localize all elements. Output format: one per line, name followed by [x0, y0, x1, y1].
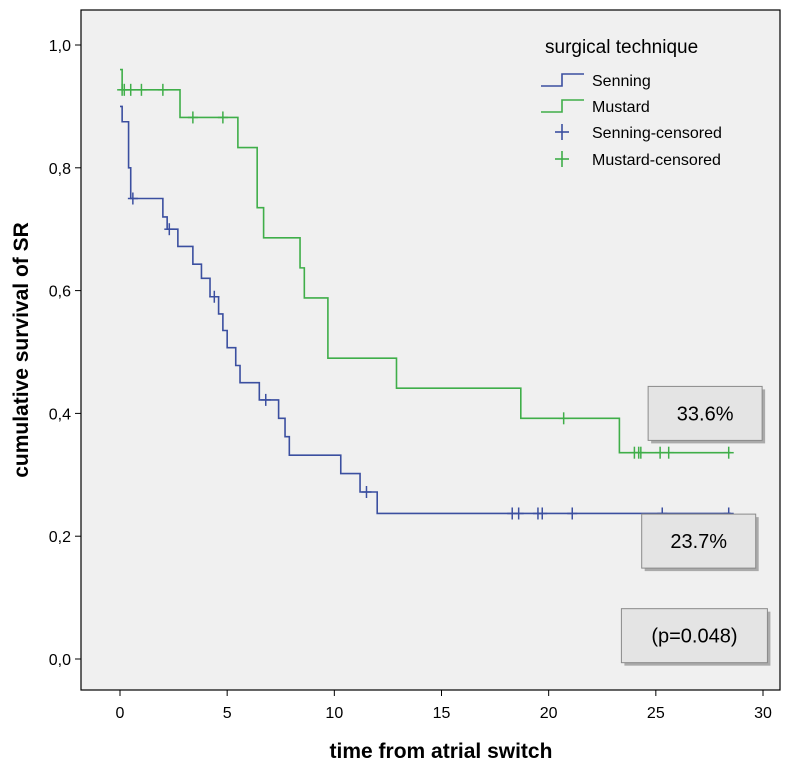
- annotation-box: 23.7%: [641, 513, 759, 572]
- annotation-text: 23.7%: [670, 531, 727, 553]
- annotation-frame: [620, 608, 768, 664]
- x-tick-label: 0: [116, 705, 125, 722]
- legend-label: Mustard-censored: [592, 152, 721, 169]
- y-tick-label: 0,2: [49, 529, 71, 546]
- annotation-frame: [647, 385, 763, 441]
- ticks-layer: 0 5 10 15 20 25 30 0,0 0,2 0,4 0,6 0,8 1,0: [49, 38, 772, 722]
- annotation-frame: [641, 513, 757, 569]
- annotation-text: (p=0.048): [651, 626, 737, 648]
- legend-label: Senning: [592, 73, 651, 90]
- y-tick-label: 0,6: [49, 284, 71, 301]
- censor-mark-senning: [260, 393, 271, 406]
- censor-mark-mustard: [723, 446, 734, 459]
- censor-mark-mustard: [635, 446, 646, 459]
- censor-mark-senning: [164, 223, 175, 236]
- series-layer: [117, 68, 734, 520]
- legend-label: Mustard: [592, 99, 650, 116]
- series-line-senning: [120, 105, 731, 515]
- annotation-text: 33.6%: [677, 403, 734, 425]
- x-tick-label: 10: [325, 705, 343, 722]
- censor-mark-senning: [361, 485, 372, 498]
- annotation-box: (p=0.048): [620, 608, 771, 666]
- y-tick-label: 0,4: [49, 406, 71, 423]
- legend-swatch-line: [541, 73, 584, 87]
- annotation-layer: 33.6% 23.7% (p=0.048): [620, 385, 771, 666]
- x-tick-label: 15: [433, 705, 451, 722]
- y-tick-label: 0,8: [49, 161, 71, 178]
- censor-mark-senning: [567, 507, 578, 520]
- x-tick-label: 30: [754, 705, 772, 722]
- y-axis-title: cumulative survival of SR: [10, 222, 33, 478]
- censor-mark-mustard: [187, 111, 198, 124]
- censor-mark-senning: [537, 507, 548, 520]
- censor-mark-mustard: [558, 412, 569, 425]
- legend: surgical technique Senning Mustard Senning-…: [541, 37, 722, 169]
- x-tick-label: 20: [540, 705, 558, 722]
- x-axis-title: time from atrial switch: [330, 740, 553, 763]
- legend-label: Senning-censored: [592, 125, 722, 142]
- censor-mark-mustard: [125, 83, 136, 96]
- censor-mark-mustard: [217, 111, 228, 124]
- series-line-mustard: [120, 68, 731, 454]
- censor-mark-mustard: [136, 83, 147, 96]
- censor-mark-senning: [209, 290, 220, 303]
- censor-mark-senning: [127, 192, 138, 205]
- x-tick-label: 25: [647, 705, 665, 722]
- y-tick-label: 1,0: [49, 38, 71, 55]
- plot-area: [80, 9, 781, 691]
- censor-mark-mustard: [655, 446, 666, 459]
- legend-title: surgical technique: [545, 37, 698, 58]
- x-tick-label: 5: [223, 705, 232, 722]
- censor-mark-mustard: [157, 83, 168, 96]
- legend-swatch-line: [541, 99, 584, 113]
- annotation-box: 33.6%: [647, 385, 766, 444]
- censor-mark-mustard: [663, 446, 674, 459]
- censor-mark-senning: [513, 507, 524, 520]
- y-tick-label: 0,0: [49, 652, 71, 669]
